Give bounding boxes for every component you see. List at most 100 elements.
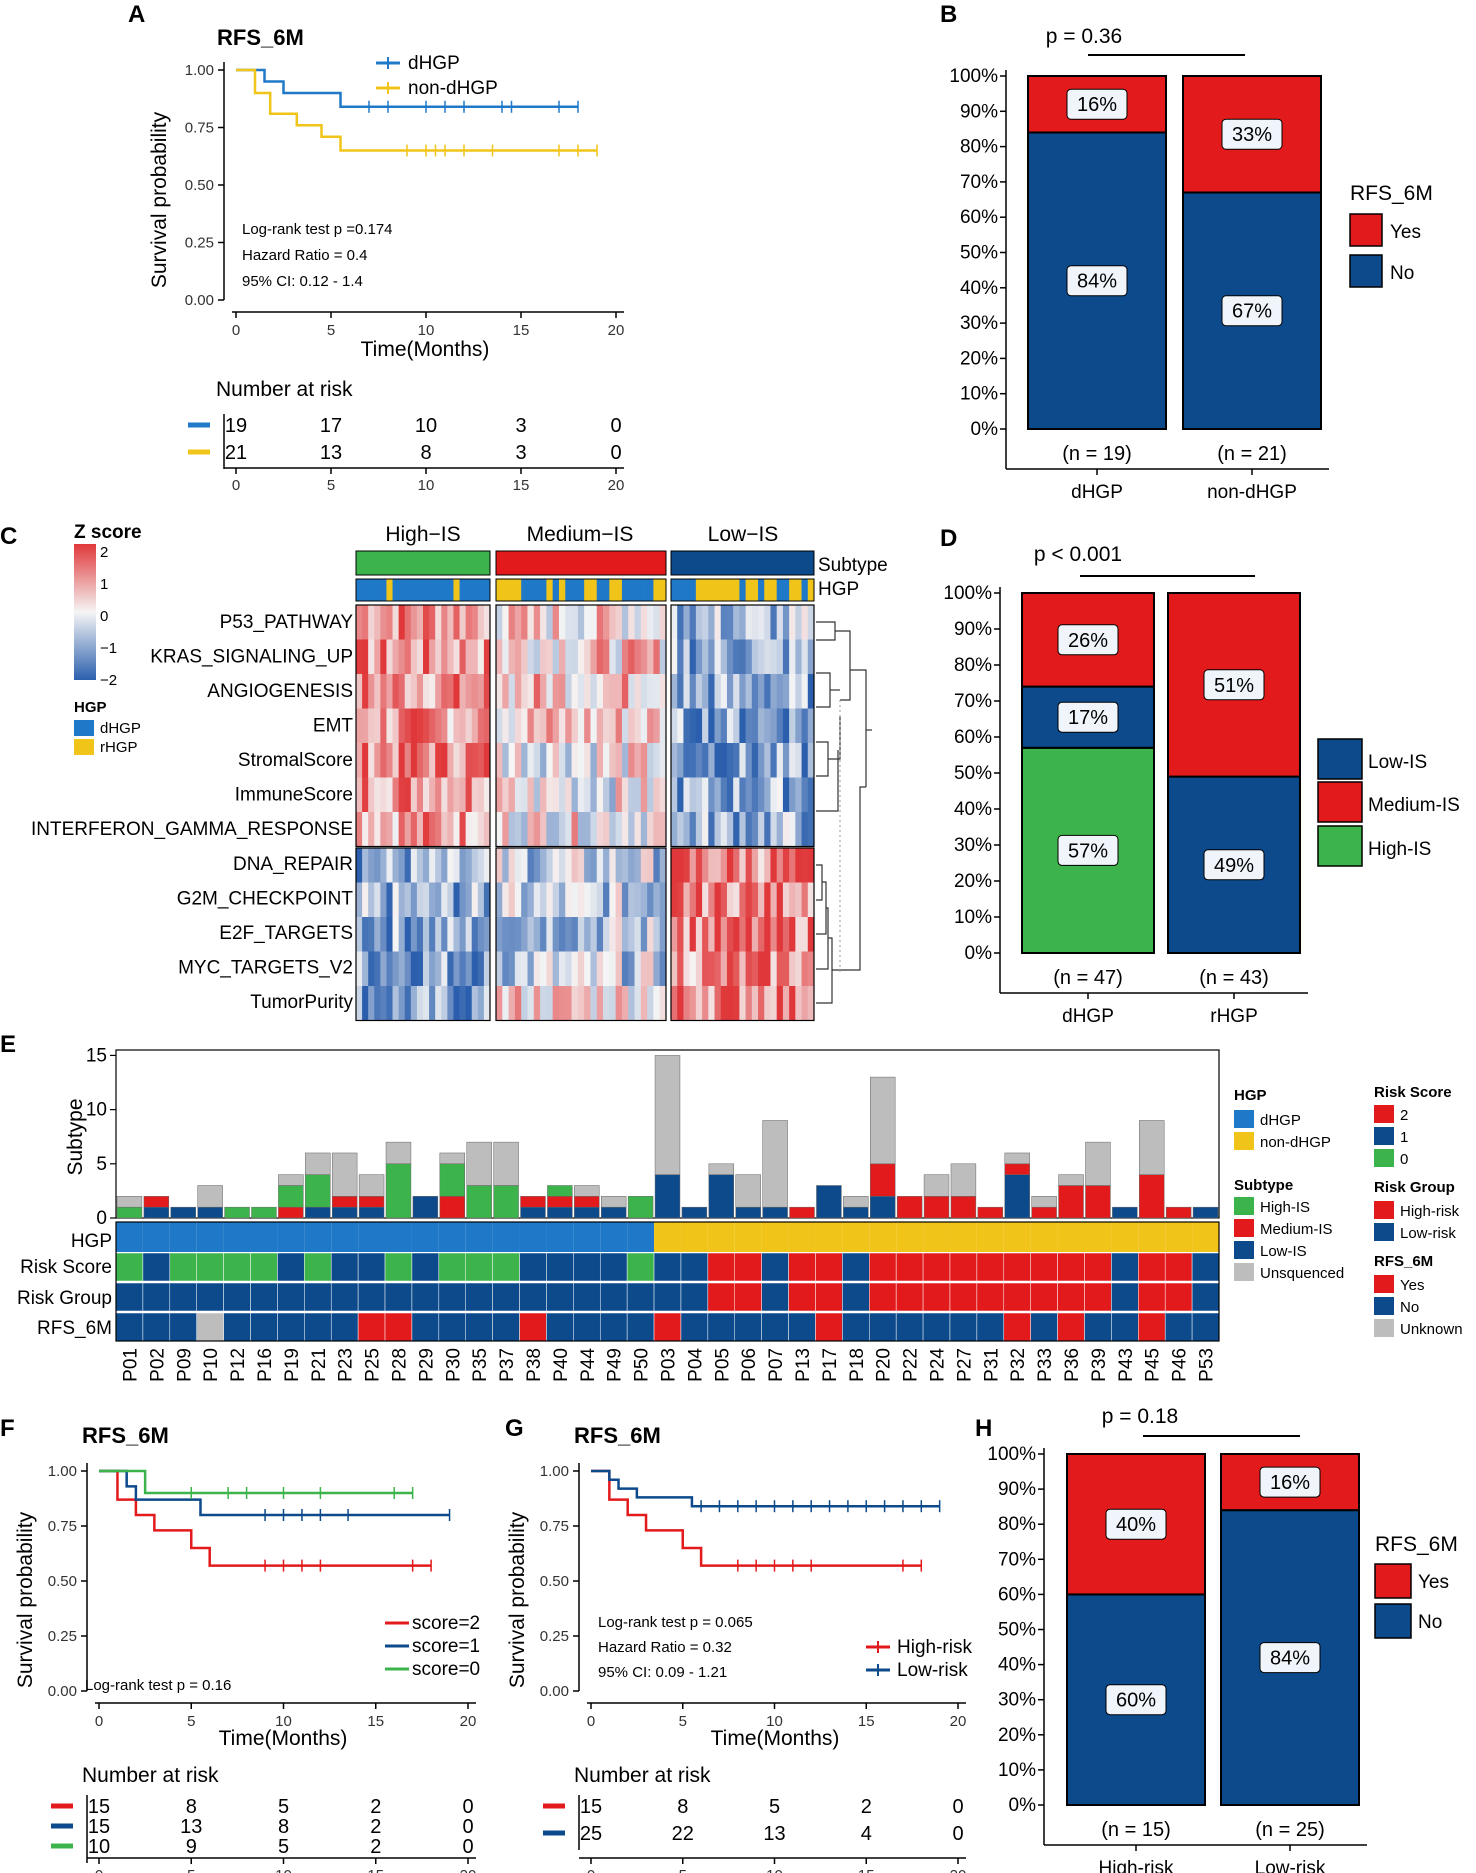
onco-bar-low-is	[654, 1174, 681, 1219]
onco-track-hgp-cell	[627, 1222, 655, 1252]
bar-n-label: (n = 47)	[1053, 967, 1122, 989]
heatmap-cell	[603, 848, 610, 883]
heatmap-cell	[552, 639, 560, 675]
heatmap-cell	[477, 986, 485, 1021]
heatmap-cell	[764, 674, 771, 709]
patient-id-label: P32	[1008, 1348, 1029, 1382]
heatmap-cell	[398, 917, 406, 952]
heatmap-cell	[584, 848, 591, 883]
hgp-annotation-cell	[714, 579, 722, 601]
zscore-tick-label: 1	[100, 576, 108, 593]
panel-letter-b: B	[940, 1, 957, 28]
heatmap-cell	[677, 639, 684, 675]
heatmap-cell	[356, 605, 363, 640]
heatmap-cell	[410, 674, 418, 709]
heatmap-cell	[689, 708, 697, 744]
onco-bar-unsquenced	[708, 1163, 735, 1175]
heatmap-cell	[647, 812, 654, 847]
subtype-annotation-bar	[355, 550, 491, 576]
onco-track-group-cell	[626, 1282, 655, 1312]
onco-track-score-cell	[1191, 1252, 1220, 1282]
risk-count: 2	[370, 1816, 381, 1838]
heatmap-cell	[708, 951, 715, 987]
heatmap-cell	[770, 777, 778, 813]
onco-bar-high-is	[547, 1185, 573, 1197]
heatmap-cell	[590, 605, 598, 640]
heat-group-medium: Medium−IS	[527, 523, 634, 546]
risk-count: 0	[610, 442, 621, 464]
heatmap-cell	[647, 708, 654, 744]
x-tick-label: 20	[608, 322, 625, 339]
heatmap-cell	[683, 674, 691, 709]
heatmap-cell	[465, 917, 473, 952]
heatmap-cell	[647, 951, 654, 987]
onco-track-hgp-cell	[842, 1222, 870, 1252]
heatmap-cell	[514, 777, 522, 813]
patient-id-label: P25	[363, 1348, 384, 1382]
heatmap-cell	[702, 674, 709, 709]
heatmap-cell	[739, 674, 747, 709]
heatmap-cell	[380, 848, 387, 883]
heatmap-cell	[801, 882, 809, 918]
heatmap-cell	[527, 882, 535, 918]
patient-id-label: P29	[416, 1348, 437, 1382]
onco-track-group-cell	[1003, 1282, 1031, 1312]
onco-track-score-cell	[142, 1252, 171, 1282]
hgp-annotation-cell	[558, 579, 566, 601]
legend-label-non-dhgp: non-dHGP	[408, 78, 498, 99]
heatmap-cell	[801, 674, 809, 709]
bar-b-pvalue: p = 0.36	[1046, 25, 1122, 48]
onco-track-hgp-cell	[949, 1222, 977, 1252]
hgp-annotation-cell	[584, 579, 591, 601]
heatmap-cell	[540, 951, 547, 987]
heatmap-cell	[459, 812, 467, 847]
heatmap-cell	[483, 743, 491, 778]
heatmap-cell	[546, 708, 554, 744]
onco-track-score-cell	[411, 1252, 440, 1282]
onco-track-group-cell	[707, 1282, 736, 1312]
heatmap-cell	[435, 605, 442, 640]
heatmap-cell	[368, 951, 375, 987]
heatmap-cell	[590, 882, 598, 918]
km-curve-score-0	[99, 1469, 413, 1495]
heatmap-cell	[776, 882, 784, 918]
heatmap-cell	[807, 674, 815, 709]
heatmap-cell	[695, 882, 703, 918]
heatmap-cell	[521, 812, 528, 847]
heatmap-cell	[441, 917, 448, 952]
heatmap-cell	[615, 605, 623, 640]
heatmap-cell	[789, 848, 796, 883]
heatmap-cell	[708, 605, 715, 640]
heatmap-cell	[453, 882, 460, 918]
heatmap-cell	[795, 777, 802, 813]
heatmap-cell	[689, 812, 697, 847]
heatmap-cell	[671, 639, 678, 675]
heatmap-cell	[603, 812, 610, 847]
onco-bar-low-is	[305, 1206, 331, 1219]
heatmap-cell	[795, 812, 802, 847]
heatmap-cell	[429, 777, 436, 813]
heatmap-block-border	[670, 847, 815, 1022]
heatmap-cell	[540, 882, 547, 918]
heatmap-cell	[386, 882, 393, 918]
track-label-risk-group: Risk Group	[17, 1288, 112, 1309]
onco-track-rfs-cell	[1191, 1312, 1220, 1342]
heatmap-cell	[465, 605, 473, 640]
onco-track-score-cell	[304, 1252, 332, 1282]
onco-track-rfs-cell	[1164, 1312, 1193, 1342]
bar-n-label: (n = 25)	[1255, 1819, 1324, 1841]
heatmap-cell	[708, 882, 715, 918]
onco-bar-unsquenced	[1058, 1174, 1084, 1186]
km-g-legend: High-risk Low-risk	[866, 1637, 972, 1681]
heatmap-cell	[634, 951, 642, 987]
onco-track-group-cell	[573, 1282, 601, 1312]
heatmap-cell	[514, 639, 522, 675]
heatmap-cell	[416, 917, 424, 952]
heatmap-cell	[720, 951, 728, 987]
heatmap-cell	[416, 812, 424, 847]
heatmap-cell	[404, 743, 412, 778]
heatmap-cell	[447, 917, 454, 952]
onco-bar-high-is	[493, 1185, 519, 1219]
heatmap-cell	[416, 951, 424, 987]
risk-x-tick-label: 0	[232, 477, 240, 494]
